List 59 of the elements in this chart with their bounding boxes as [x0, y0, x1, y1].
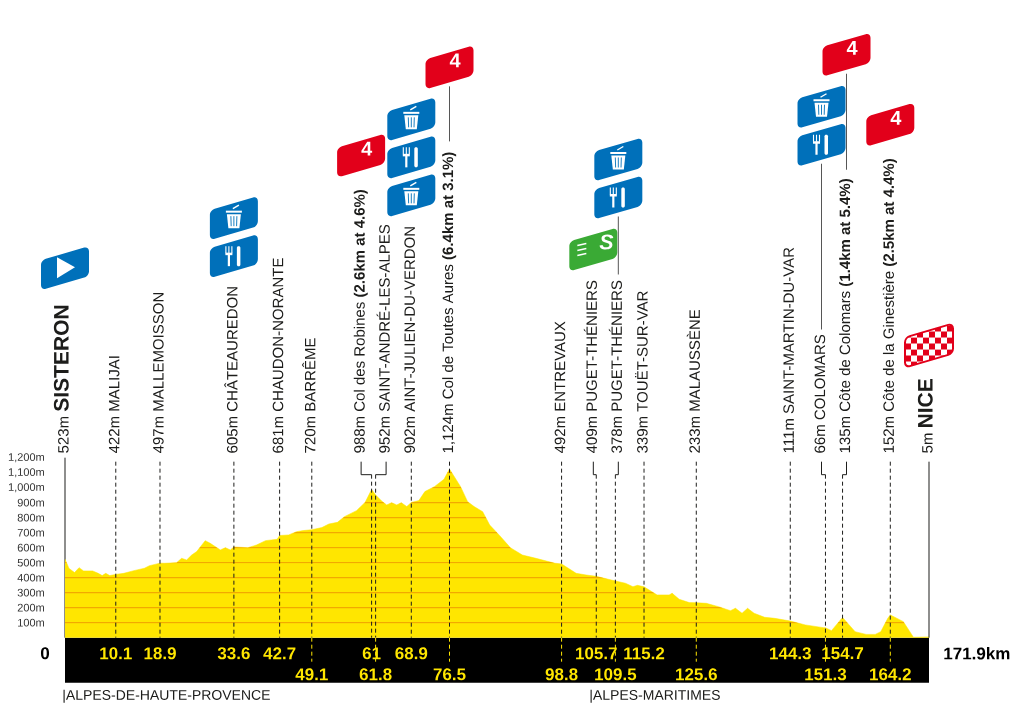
y-tick-label: 500m: [17, 558, 44, 567]
x-tick-label: 105.7: [576, 647, 617, 660]
text: 4: [449, 53, 461, 68]
x2-tick-label: 98.8: [545, 668, 578, 681]
ref-line-label: 111m SAINT-MARTIN-DU-VAR: [783, 247, 794, 453]
x-tick-label: 33.6: [217, 647, 250, 660]
text: S: [599, 234, 614, 250]
ref-line-label: 409m PUGET-THÉNIERS: [583, 280, 597, 454]
ref-line-label: 497m MALLEMOISSON: [153, 292, 164, 454]
text: 4: [890, 110, 902, 125]
x2-tick-label: 151.3: [805, 668, 847, 681]
ref-line-label: 492m ENTREVAUX: [554, 321, 566, 454]
text: 523m SISTERON: [53, 305, 69, 453]
ref-line-label: 378m PUGET-THÉNIERS: [608, 280, 622, 453]
x2-tick-label: 125.6: [676, 668, 717, 681]
ref-line-label: 902m AINT-JULIEN-DU-VERDON: [404, 227, 415, 453]
y-tick-label: 900m: [17, 498, 44, 507]
ref-line-label: 952m SAINT-ANDRÉ-LES-ALPES: [376, 224, 390, 453]
x-tick-label: 10.1: [100, 647, 132, 660]
ref-line-label: 233m MALAUSSÈNE: [686, 309, 700, 453]
ref-line-label: 339m TOUËT-SUR-VAR: [634, 291, 648, 453]
y-tick-label: 600m: [17, 543, 44, 552]
text: 4: [846, 40, 858, 55]
x-tick-label: 115.2: [624, 647, 665, 660]
y-tick-label: 700m: [17, 528, 44, 537]
x-tick-label: 144.3: [770, 647, 811, 660]
ref-line-label: 66m COLOMARS: [814, 334, 826, 453]
ref-line-label: 605m CHÂTEAUREDON: [224, 287, 238, 453]
x-tick-label: 18.9: [144, 647, 176, 660]
text: 4: [361, 141, 373, 156]
text: 171.9km: [944, 647, 1010, 660]
y-tick-label: 200m: [17, 603, 44, 612]
x-tick-label: 42.7: [263, 647, 296, 660]
y-tick-label: 1,100m: [8, 468, 44, 478]
y-tick-label: 300m: [17, 588, 44, 597]
x2-tick-label: 109.5: [595, 668, 637, 681]
ref-line-label: 988m Col des Robines (2.6km at 4.6%): [353, 189, 368, 453]
x2-tick-label: 164.2: [870, 668, 911, 681]
text: |ALPES-DE-HAUTE-PROVENCE: [63, 689, 270, 703]
ref-line-label: 720m BARRÊME: [302, 338, 316, 453]
x-tick-label: 154.7: [822, 647, 864, 660]
x-tick-label: 61: [362, 647, 381, 660]
ref-line-label: 152m Côte de la Ginestière (2.5km at 4.4%): [882, 159, 897, 453]
y-tick-label: 1,000m: [8, 483, 44, 493]
ref-line-label: 5m NICE: [917, 379, 933, 453]
ref-line-label: 681m CHAUDON-NORANTE: [272, 258, 284, 453]
x-tick-label: 68.9: [395, 647, 428, 660]
y-tick-label: 100m: [18, 618, 44, 627]
y-tick-label: 800m: [17, 513, 44, 522]
x2-tick-label: 49.1: [295, 668, 328, 681]
x2-tick-label: 76.5: [433, 668, 466, 681]
ref-line-label: 135m Côte de Colomars (1.4km at 5.4%): [839, 179, 854, 453]
text: 0: [40, 647, 50, 660]
ref-line-label: 422m MALIJAI: [108, 356, 120, 454]
ref-line-label: 1,124m Col de Toutes Aures (6.4km at 3.1%): [442, 152, 457, 453]
text: |ALPES-MARITIMES: [590, 689, 720, 703]
x2-tick-label: 61.8: [359, 668, 392, 681]
y-tick-label: 400m: [17, 573, 44, 582]
y-tick-label: 1,200m: [8, 453, 44, 463]
